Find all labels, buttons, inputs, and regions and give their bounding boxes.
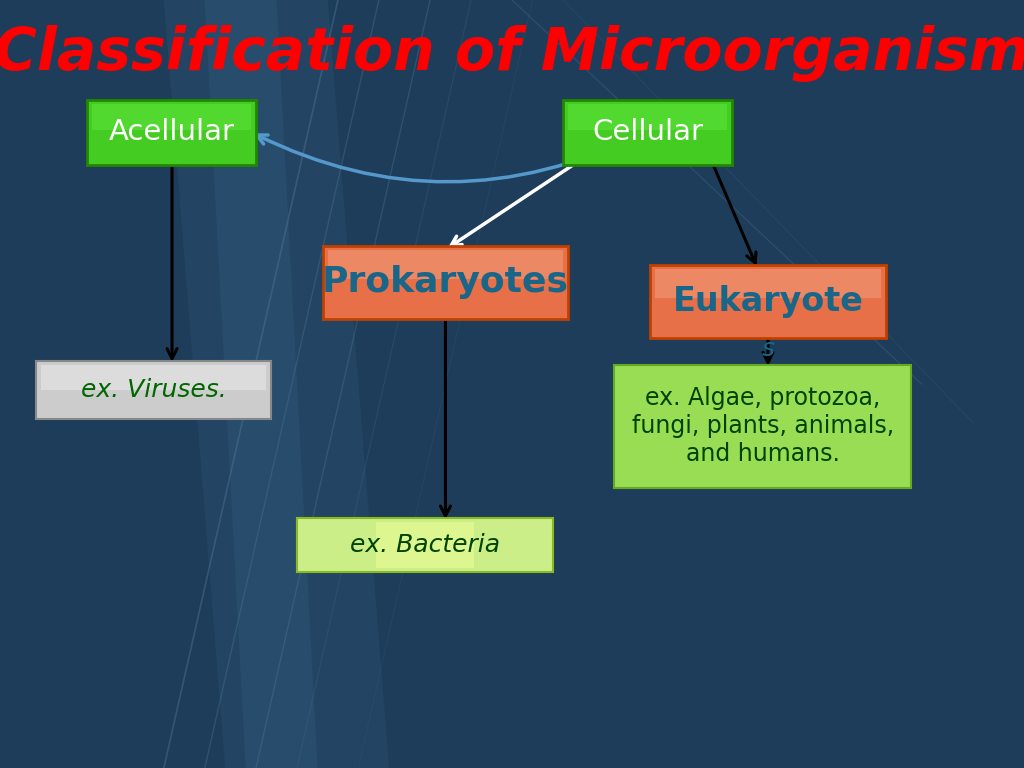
FancyArrowPatch shape [440,318,451,516]
FancyBboxPatch shape [297,518,553,572]
Text: Prokaryotes: Prokaryotes [322,265,569,300]
FancyBboxPatch shape [376,522,474,568]
Polygon shape [164,0,389,768]
FancyBboxPatch shape [328,250,563,279]
Text: Eukaryote: Eukaryote [673,285,863,318]
FancyBboxPatch shape [323,246,568,319]
Polygon shape [205,0,317,768]
FancyArrowPatch shape [167,164,177,359]
Text: Acellular: Acellular [109,118,234,147]
FancyBboxPatch shape [36,361,271,419]
Text: Classification of Microorganism: Classification of Microorganism [0,25,1024,82]
Text: ex. Algae, protozoa,
fungi, plants, animals,
and humans.: ex. Algae, protozoa, fungi, plants, anim… [632,386,894,466]
FancyBboxPatch shape [41,365,266,390]
FancyBboxPatch shape [87,100,256,165]
Text: s: s [762,337,774,362]
FancyBboxPatch shape [655,269,881,298]
FancyBboxPatch shape [563,100,732,165]
FancyBboxPatch shape [92,104,251,130]
FancyBboxPatch shape [614,365,911,488]
FancyArrowPatch shape [713,164,756,263]
FancyBboxPatch shape [568,104,727,130]
FancyArrowPatch shape [257,134,643,182]
FancyBboxPatch shape [650,265,886,338]
FancyArrowPatch shape [451,163,577,246]
FancyArrowPatch shape [763,337,773,362]
Text: Cellular: Cellular [592,118,703,147]
Text: ex. Bacteria: ex. Bacteria [350,533,500,558]
Text: ex. Viruses.: ex. Viruses. [81,378,226,402]
